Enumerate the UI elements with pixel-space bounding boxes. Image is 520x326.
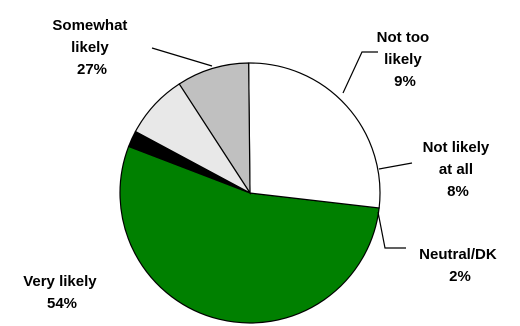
label-somewhat-likely: Somewhat likely 27% [52, 17, 131, 78]
slice-somewhat-likely [248, 62, 381, 209]
leader-lines [151, 47, 413, 249]
label-very-likely-line-1: Very likely [23, 273, 97, 290]
label-not-likely-at-all: Not likely at all 8% [423, 139, 494, 200]
label-very-likely: Very likely 54% [23, 273, 101, 312]
label-not-too-likely-line-3: 9% [394, 73, 416, 90]
leader-somewhat-likely [151, 47, 213, 67]
leader-not-likely-at-all [378, 162, 413, 170]
slice-neutral-dk [127, 130, 251, 194]
label-very-likely-line-2: 54% [47, 295, 77, 312]
slice-very-likely [119, 145, 380, 324]
label-somewhat-likely-line-2: likely [71, 39, 109, 56]
label-neutral-dk-line-1: Neutral/DK [419, 246, 497, 263]
leader-neutral-dk [377, 211, 406, 249]
leader-not-too-likely [342, 51, 378, 94]
label-somewhat-likely-line-3: 27% [77, 61, 107, 78]
label-not-likely-at-all-line-1: Not likely [423, 139, 490, 156]
pie-slices [119, 62, 381, 324]
label-somewhat-likely-line-1: Somewhat [52, 17, 127, 34]
label-not-too-likely-line-1: Not too [377, 29, 429, 46]
label-neutral-dk: Neutral/DK 2% [419, 246, 501, 285]
label-neutral-dk-line-2: 2% [449, 268, 471, 285]
label-not-likely-at-all-line-2: at all [439, 161, 473, 178]
label-not-too-likely: Not too likely 9% [377, 29, 434, 90]
label-not-likely-at-all-line-3: 8% [447, 183, 469, 200]
label-not-too-likely-line-2: likely [384, 51, 422, 68]
